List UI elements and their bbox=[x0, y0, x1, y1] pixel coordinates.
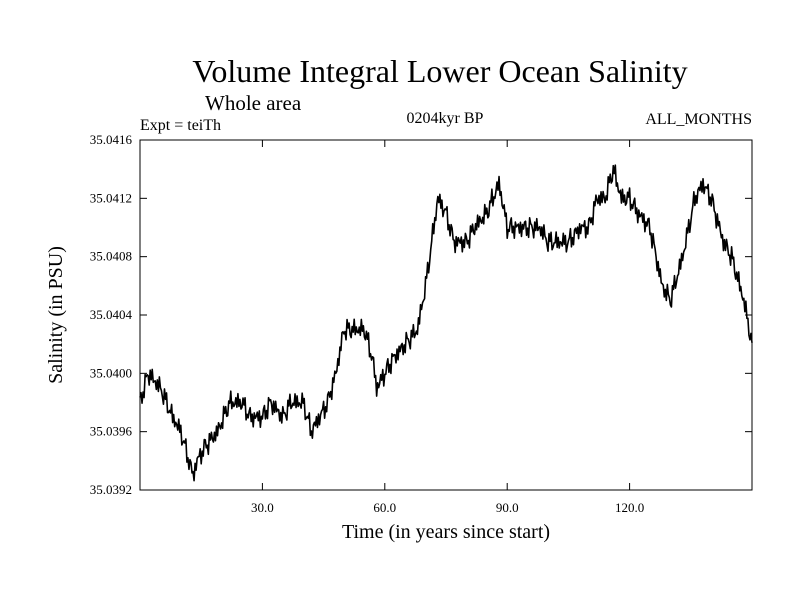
x-ticks: 30.0 60.0 90.0 120.0 bbox=[251, 140, 644, 515]
y-tick-label: 35.0408 bbox=[90, 249, 132, 264]
y-tick-label: 35.0400 bbox=[90, 365, 132, 380]
plot-frame bbox=[139, 139, 753, 491]
y-tick-label: 35.0392 bbox=[90, 482, 132, 497]
x-tick-label: 60.0 bbox=[373, 500, 396, 515]
experiment-label: Expt = teiTh bbox=[140, 117, 221, 134]
x-axis-label: Time (in years since start) bbox=[342, 521, 550, 543]
y-ticks: 35.0392 35.0396 35.0400 35.0404 35.0408 35.04… bbox=[90, 132, 752, 497]
y-tick-label: 35.0404 bbox=[90, 307, 133, 322]
months-label: ALL_MONTHS bbox=[645, 111, 752, 128]
y-axis-label: Salinity (in PSU) bbox=[45, 246, 67, 384]
period-label: 0204kyr BP bbox=[407, 110, 484, 127]
x-tick-label: 120.0 bbox=[615, 500, 644, 515]
chart-title: Volume Integral Lower Ocean Salinity bbox=[192, 53, 687, 89]
y-tick-label: 35.0416 bbox=[90, 132, 133, 147]
x-tick-label: 90.0 bbox=[496, 500, 519, 515]
series-line-salinity bbox=[139, 164, 753, 482]
y-tick-label: 35.0396 bbox=[90, 424, 133, 439]
x-tick-label: 30.0 bbox=[251, 500, 274, 515]
y-tick-label: 35.0412 bbox=[90, 190, 132, 205]
chart-subtitle: Whole area bbox=[205, 91, 302, 115]
